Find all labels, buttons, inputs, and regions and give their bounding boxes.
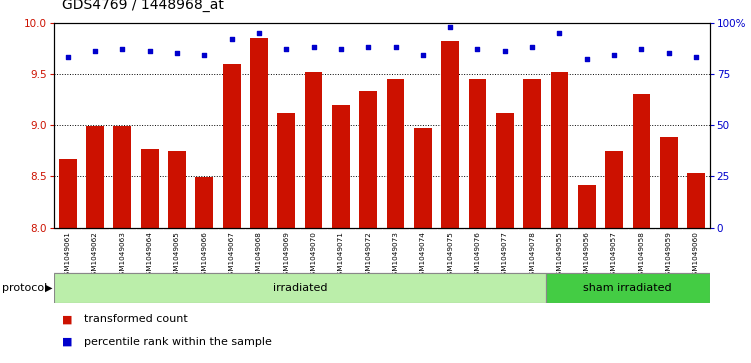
Point — [89, 48, 101, 54]
Point — [308, 44, 320, 50]
Bar — [168, 151, 186, 228]
Text: sham irradiated: sham irradiated — [584, 283, 672, 293]
Text: GSM1049068: GSM1049068 — [256, 231, 262, 280]
Bar — [250, 38, 268, 228]
Bar — [113, 126, 131, 228]
Point — [143, 48, 155, 54]
Bar — [546, 273, 710, 303]
Bar — [140, 148, 158, 228]
Point — [526, 44, 538, 50]
Point — [608, 52, 620, 58]
Text: GSM1049070: GSM1049070 — [311, 231, 317, 280]
Point — [171, 50, 183, 56]
Bar — [605, 151, 623, 228]
Bar — [195, 178, 213, 228]
Text: GSM1049060: GSM1049060 — [693, 231, 699, 280]
Bar — [523, 79, 541, 228]
Bar — [59, 159, 77, 228]
Text: irradiated: irradiated — [273, 283, 327, 293]
Bar — [550, 72, 569, 228]
Point — [635, 46, 647, 52]
Bar — [332, 105, 350, 228]
Text: GDS4769 / 1448968_at: GDS4769 / 1448968_at — [62, 0, 224, 12]
Text: GSM1049067: GSM1049067 — [228, 231, 234, 280]
Text: GSM1049064: GSM1049064 — [146, 231, 152, 280]
Text: GSM1049075: GSM1049075 — [447, 231, 453, 280]
Text: protocol: protocol — [2, 283, 47, 293]
Point — [335, 46, 347, 52]
Bar — [305, 72, 322, 228]
Text: GSM1049057: GSM1049057 — [611, 231, 617, 280]
Text: percentile rank within the sample: percentile rank within the sample — [84, 337, 272, 347]
Bar — [54, 273, 546, 303]
Text: ▶: ▶ — [45, 283, 53, 293]
Text: GSM1049066: GSM1049066 — [201, 231, 207, 280]
Bar — [442, 41, 459, 228]
Text: transformed count: transformed count — [84, 314, 188, 324]
Text: GSM1049077: GSM1049077 — [502, 231, 508, 280]
Point — [417, 52, 429, 58]
Bar — [223, 64, 240, 228]
Point — [225, 36, 237, 42]
Text: GSM1049063: GSM1049063 — [119, 231, 125, 280]
Point — [581, 57, 593, 62]
Point — [472, 46, 484, 52]
Bar — [414, 128, 432, 228]
Bar — [496, 113, 514, 228]
Bar — [687, 173, 705, 228]
Bar — [578, 184, 596, 228]
Point — [499, 48, 511, 54]
Text: GSM1049055: GSM1049055 — [556, 231, 562, 280]
Point — [280, 46, 292, 52]
Point — [198, 52, 210, 58]
Point — [62, 54, 74, 60]
Text: GSM1049078: GSM1049078 — [529, 231, 535, 280]
Point — [553, 30, 566, 36]
Text: ■: ■ — [62, 337, 72, 347]
Point — [390, 44, 402, 50]
Point — [253, 30, 265, 36]
Bar — [469, 79, 487, 228]
Text: ■: ■ — [62, 314, 72, 324]
Bar — [277, 113, 295, 228]
Bar — [359, 91, 377, 228]
Text: GSM1049056: GSM1049056 — [584, 231, 590, 280]
Point — [116, 46, 128, 52]
Point — [690, 54, 702, 60]
Text: GSM1049076: GSM1049076 — [475, 231, 481, 280]
Text: GSM1049072: GSM1049072 — [365, 231, 371, 280]
Bar — [632, 94, 650, 228]
Text: GSM1049065: GSM1049065 — [174, 231, 180, 280]
Text: GSM1049058: GSM1049058 — [638, 231, 644, 280]
Bar — [387, 79, 405, 228]
Text: GSM1049073: GSM1049073 — [393, 231, 399, 280]
Text: GSM1049069: GSM1049069 — [283, 231, 289, 280]
Point — [444, 24, 456, 29]
Text: GSM1049071: GSM1049071 — [338, 231, 344, 280]
Point — [662, 50, 674, 56]
Text: GSM1049059: GSM1049059 — [665, 231, 671, 280]
Text: GSM1049061: GSM1049061 — [65, 231, 71, 280]
Text: GSM1049062: GSM1049062 — [92, 231, 98, 280]
Bar — [86, 126, 104, 228]
Bar — [660, 137, 677, 228]
Point — [362, 44, 374, 50]
Text: GSM1049074: GSM1049074 — [420, 231, 426, 280]
